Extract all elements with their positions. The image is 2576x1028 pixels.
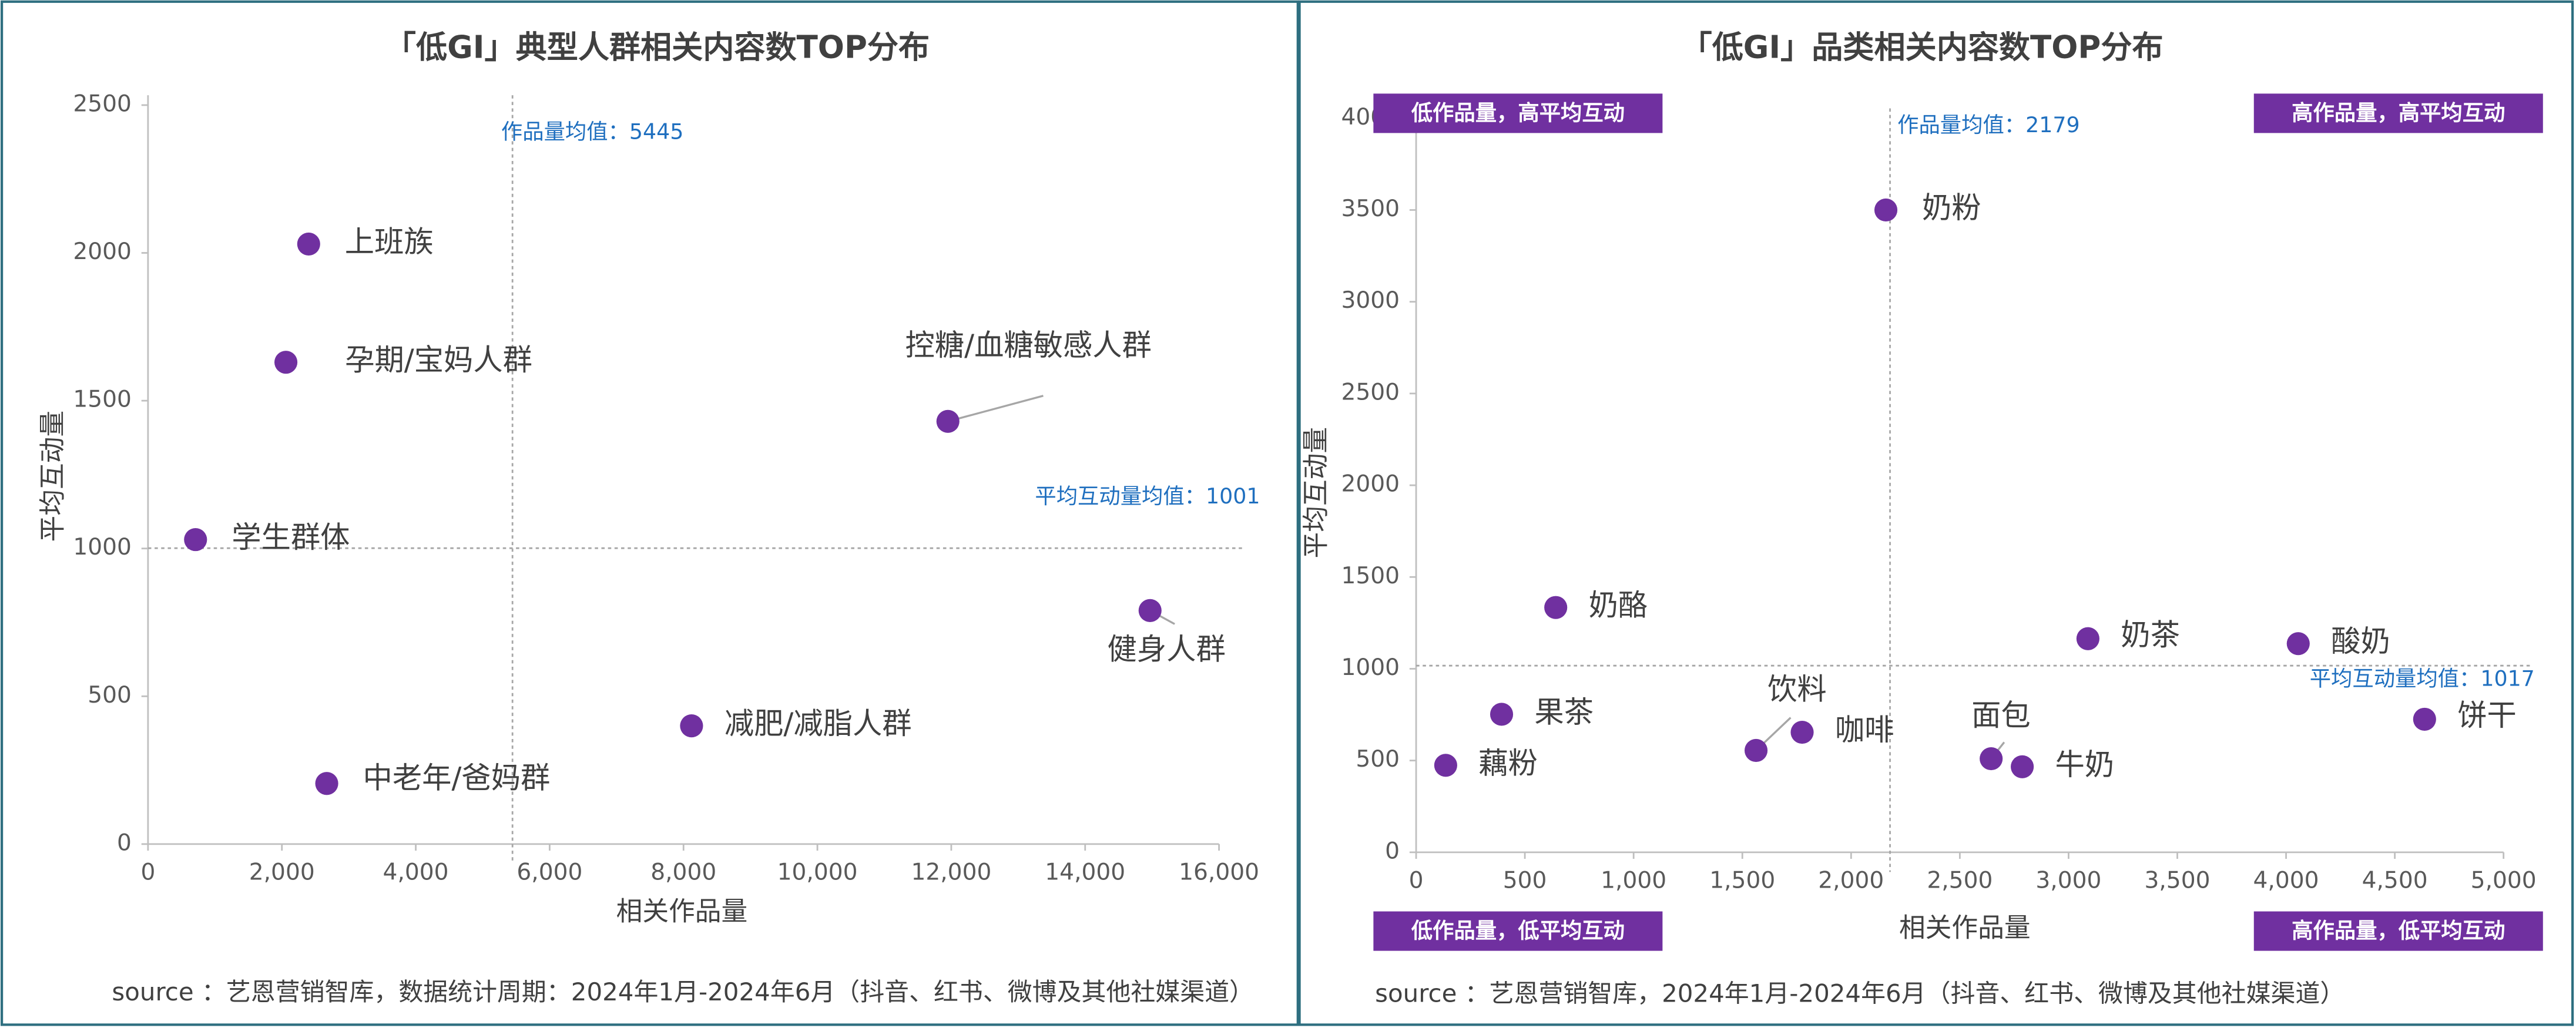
- x-tick-label: 16,000: [1179, 859, 1259, 886]
- point-label: 饼干: [2457, 698, 2517, 733]
- chart-title: 「低GI」典型人群相关内容数TOP分布: [385, 29, 930, 66]
- point-label: 奶茶: [2121, 617, 2180, 652]
- x-tick-label: 3,000: [2035, 868, 2101, 894]
- y-mean-label: 平均互动量均值：1017: [2310, 666, 2535, 691]
- source-note: source ：艺恩营销智库，数据统计周期：2024年1月-2024年6月（抖音…: [112, 977, 1254, 1006]
- x-tick-label: 4,500: [2362, 868, 2428, 894]
- y-tick-label: 2500: [1341, 379, 1400, 405]
- y-tick-label: 1000: [73, 534, 132, 560]
- point: [1544, 596, 1568, 619]
- x-tick-label: 6,000: [516, 859, 582, 886]
- x-tick-label: 14,000: [1045, 859, 1125, 886]
- x-tick-label: 8,000: [650, 859, 716, 886]
- point: [1138, 599, 1162, 622]
- y-tick-label: 1500: [73, 387, 132, 413]
- point-label: 中老年/爸妈群: [363, 761, 551, 795]
- y-tick-label: 3000: [1341, 287, 1400, 314]
- x-tick-label: 2,000: [249, 859, 315, 886]
- y-axis-label: 平均互动量: [37, 411, 68, 542]
- point: [315, 772, 338, 795]
- x-tick-label: 500: [1503, 868, 1547, 894]
- x-axis-label: 相关作品量: [616, 895, 748, 926]
- x-tick-label: 10,000: [777, 859, 858, 886]
- x-tick-label: 12,000: [911, 859, 991, 886]
- point: [1980, 747, 2003, 771]
- quadrant-box: [1373, 93, 1663, 133]
- point-label: 学生群体: [232, 520, 350, 555]
- x-tick-label: 4,000: [2253, 868, 2319, 894]
- point-label: 果茶: [1534, 694, 1594, 729]
- quadrant-label: 低作品量，低平均互动: [1411, 918, 1625, 943]
- point-label: 控糖/血糖敏感人群: [905, 328, 1152, 362]
- y-tick-label: 3500: [1341, 196, 1400, 222]
- x-tick-label: 2,500: [1927, 868, 1993, 894]
- point: [1434, 754, 1457, 777]
- point: [274, 351, 298, 374]
- x-tick-label: 5,000: [2471, 868, 2537, 894]
- point-label: 奶酪: [1589, 588, 1648, 623]
- y-tick-label: 500: [1356, 746, 1400, 772]
- y-tick-label: 0: [1385, 838, 1400, 864]
- point-label: 减肥/减脂人群: [724, 706, 912, 741]
- chart-title: 「低GI」品类相关内容数TOP分布: [1681, 29, 2164, 66]
- point-label: 健身人群: [1108, 632, 1226, 667]
- left-panel: [1, 0, 1299, 1026]
- point: [2076, 627, 2099, 650]
- point-label: 藕粉: [1478, 745, 1538, 780]
- point-label: 奶粉: [1922, 190, 1981, 225]
- y-tick-label: 500: [88, 682, 132, 708]
- y-tick-label: 2500: [73, 90, 132, 117]
- right-panel: [1298, 0, 2574, 1026]
- y-tick-label: 1500: [1341, 563, 1400, 589]
- quadrant-label: 高作品量，高平均互动: [2292, 100, 2505, 125]
- x-tick-label: 1,500: [1709, 868, 1775, 894]
- quadrant-label: 低作品量，高平均互动: [1411, 100, 1625, 125]
- y-tick-label: 1000: [1341, 654, 1400, 681]
- y-mean-label: 平均互动量均值：1001: [1035, 483, 1260, 509]
- point: [1790, 721, 1814, 744]
- point-label: 上班族: [345, 224, 434, 259]
- x-mean-label: 作品量均值：5445: [501, 119, 683, 144]
- point: [297, 232, 320, 256]
- x-tick-label: 1,000: [1601, 868, 1666, 894]
- y-axis-label: 平均互动量: [1300, 427, 1331, 559]
- quadrant-label: 高作品量，低平均互动: [2292, 918, 2505, 943]
- point: [680, 714, 703, 738]
- point: [1490, 703, 1514, 726]
- point: [1874, 198, 1898, 222]
- point-label: 牛奶: [2055, 747, 2115, 782]
- y-tick-label: 0: [117, 829, 132, 856]
- point-label: 孕期/宝妈人群: [345, 342, 532, 377]
- point: [2286, 632, 2310, 656]
- y-tick-label: 2000: [1341, 471, 1400, 498]
- point-label: 酸奶: [2331, 624, 2390, 659]
- point-label: 饮料: [1767, 671, 1827, 706]
- source-note: source ：艺恩营销智库，2024年1月-2024年6月（抖音、红书、微博及…: [1375, 979, 2344, 1008]
- y-tick-label: 2000: [73, 238, 132, 265]
- quadrant-box: [1373, 911, 1663, 951]
- x-tick-label: 0: [140, 859, 155, 886]
- point-label: 咖啡: [1835, 713, 1894, 747]
- quadrant-box: [2253, 93, 2543, 133]
- quadrant-box: [2253, 911, 2543, 951]
- point: [2413, 707, 2436, 731]
- x-tick-label: 3,500: [2144, 868, 2210, 894]
- x-tick-label: 2,000: [1818, 868, 1884, 894]
- x-tick-label: 0: [1409, 868, 1424, 894]
- x-tick-label: 4,000: [383, 859, 449, 886]
- x-axis-label: 相关作品量: [1899, 912, 2031, 943]
- x-mean-label: 作品量均值：2179: [1897, 112, 2079, 137]
- point: [2011, 755, 2034, 778]
- point: [936, 409, 960, 433]
- point-label: 面包: [1971, 698, 2031, 733]
- point: [1744, 738, 1768, 762]
- leader-line: [947, 395, 1044, 422]
- point: [184, 528, 207, 552]
